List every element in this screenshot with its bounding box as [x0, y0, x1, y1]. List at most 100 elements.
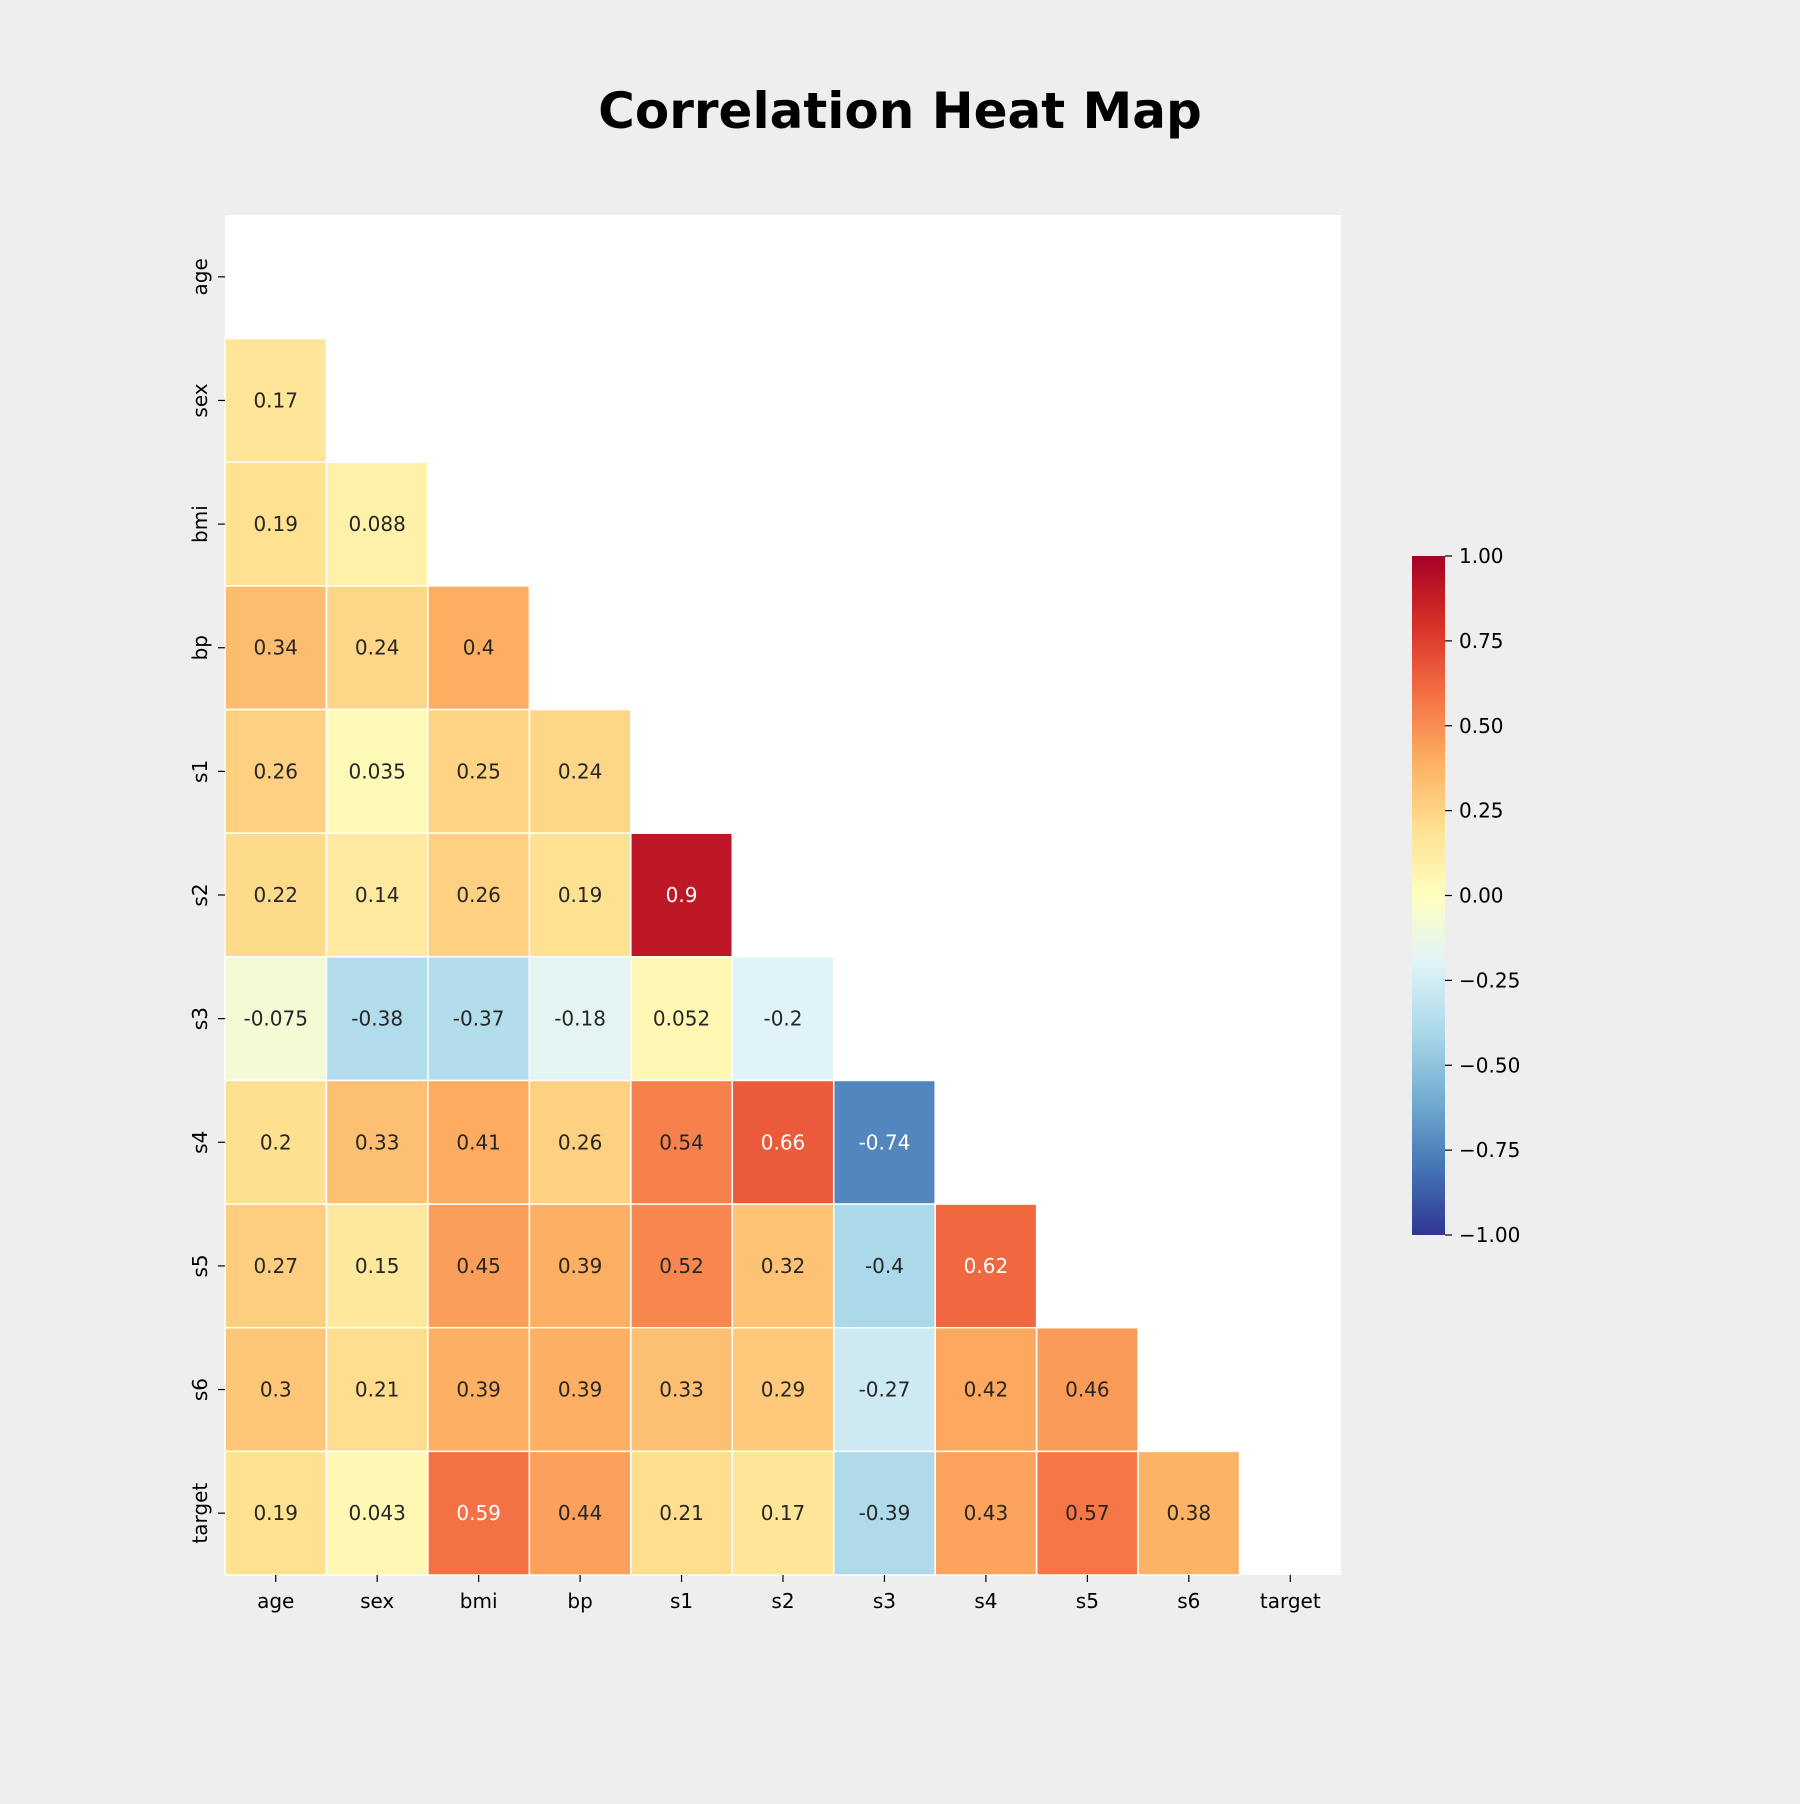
cell-value-label: 0.27: [253, 1254, 298, 1278]
cell-value-label: 0.39: [558, 1378, 603, 1402]
heatmap-cell: [427, 1326, 531, 1453]
heatmap-cell: [325, 832, 429, 958]
cell-value-label: 0.43: [964, 1501, 1009, 1525]
colorbar: 1.00 0.75 0.50 0.25 0.00 −0.25 −0.50 −0.75 −1.00: [1412, 544, 1520, 1247]
cell-value-label: 0.62: [964, 1254, 1009, 1278]
x-tick-label: age: [257, 1589, 294, 1613]
heatmap-cell: [224, 1079, 328, 1205]
cell-value-label: 0.34: [253, 636, 298, 660]
cell-value-label: 0.38: [1167, 1501, 1212, 1525]
cell-value-label: 0.14: [355, 883, 400, 907]
cell-value-label: 0.4: [463, 636, 495, 660]
cell-value-label: 0.45: [456, 1254, 501, 1278]
cell-value-label: 0.22: [253, 883, 298, 907]
heatmap-cell: [427, 585, 531, 711]
heatmap-cell: [427, 1450, 531, 1576]
heatmap-cell: [630, 832, 734, 958]
cell-value-label: -0.37: [453, 1007, 505, 1031]
cell-value-label: -0.18: [554, 1007, 606, 1031]
x-tick-label: target: [1260, 1589, 1321, 1613]
heatmap-cell: [427, 956, 531, 1082]
cell-value-label: 0.3: [260, 1378, 292, 1402]
colorbar-tick-label: 0.75: [1459, 629, 1504, 653]
heatmap-cell: [224, 1326, 328, 1453]
cell-value-label: 0.17: [761, 1501, 806, 1525]
y-tick-label: s4: [188, 1131, 212, 1154]
cell-value-label: 0.41: [456, 1130, 501, 1154]
y-tick-label: s2: [188, 883, 212, 906]
x-tick-label: bp: [567, 1589, 592, 1613]
cell-value-label: 0.25: [456, 759, 501, 783]
cell-value-label: 0.26: [253, 759, 298, 783]
x-tick-label: s2: [771, 1589, 794, 1613]
heatmap-cell: [427, 1079, 531, 1205]
cell-value-label: -0.2: [763, 1007, 802, 1031]
cell-value-label: 0.9: [666, 883, 698, 907]
heatmap-cell: [427, 708, 531, 834]
heatmap-cell: [528, 1203, 632, 1329]
cell-value-label: -0.74: [859, 1130, 911, 1154]
cell-value-label: 0.66: [761, 1130, 806, 1154]
cell-value-label: 0.33: [355, 1130, 400, 1154]
y-axis: age sex bmi bp s1 s2 s3 s4 s5 s6 target: [188, 258, 225, 1544]
cell-value-label: 0.035: [349, 759, 406, 783]
cell-value-label: 0.19: [558, 883, 603, 907]
y-tick-label: bmi: [188, 505, 212, 543]
cell-value-label: 0.19: [253, 512, 298, 536]
heatmap-cell: [630, 1203, 734, 1329]
heatmap-cell: [224, 1203, 328, 1329]
heatmap-cell: [528, 832, 632, 958]
heatmap-cell: [224, 585, 328, 711]
y-tick-label: age: [188, 258, 212, 295]
y-tick-label: target: [188, 1483, 212, 1544]
heatmap-cell: [832, 1450, 936, 1576]
cell-value-label: 0.24: [558, 759, 603, 783]
cell-value-label: 0.57: [1065, 1501, 1110, 1525]
cell-value-label: 0.52: [659, 1254, 704, 1278]
y-tick-label: s5: [188, 1254, 212, 1277]
cell-value-label: 0.39: [558, 1254, 603, 1278]
heatmap-cell: [731, 1450, 835, 1576]
cell-value-label: 0.26: [456, 883, 501, 907]
colorbar-tick-label: 0.50: [1459, 714, 1504, 738]
x-tick-label: s6: [1177, 1589, 1200, 1613]
cell-value-label: 0.21: [355, 1378, 400, 1402]
heatmap-cell: [731, 1079, 835, 1205]
cell-value-label: -0.39: [859, 1501, 911, 1525]
cell-value-label: 0.21: [659, 1501, 704, 1525]
heatmap-cell: [934, 1203, 1038, 1329]
heatmap-cell: [630, 1326, 734, 1453]
heatmap-cell: [630, 956, 734, 1082]
heatmap-cell: [1035, 1326, 1139, 1453]
cell-value-label: 0.39: [456, 1378, 501, 1402]
y-tick-label: s1: [188, 760, 212, 783]
colorbar-tick-label: 0.00: [1459, 884, 1504, 908]
heatmap-cell: [224, 956, 328, 1082]
heatmap-cell: [224, 337, 328, 464]
heatmap-cell: [934, 1450, 1038, 1576]
cell-value-label: 0.17: [253, 388, 298, 412]
heatmap-cells: 0.17 0.19 0.088 0.34 0.24 0.4 0.26 0.035 0.25 0.2…: [224, 337, 1241, 1576]
colorbar-tick-label: −1.00: [1459, 1223, 1520, 1247]
heatmap-cell: [832, 1203, 936, 1329]
cell-value-label: 0.26: [558, 1130, 603, 1154]
y-tick-label: s3: [188, 1007, 212, 1030]
cell-value-label: 0.2: [260, 1130, 292, 1154]
cell-value-label: 0.088: [349, 512, 406, 536]
x-tick-label: bmi: [460, 1589, 498, 1613]
colorbar-gradient: [1412, 556, 1445, 1235]
heatmap-cell: [325, 1203, 429, 1329]
cell-value-label: -0.38: [351, 1007, 403, 1031]
cell-value-label: 0.32: [761, 1254, 806, 1278]
heatmap-cell: [325, 708, 429, 834]
colorbar-tick-label: −0.50: [1459, 1053, 1520, 1077]
heatmap-cell: [224, 1450, 328, 1576]
cell-value-label: -0.27: [859, 1378, 911, 1402]
heatmap-cell: [528, 1079, 632, 1205]
cell-value-label: 0.29: [761, 1378, 806, 1402]
heatmap-cell: [731, 1326, 835, 1453]
cell-value-label: 0.46: [1065, 1378, 1110, 1402]
x-tick-label: sex: [360, 1589, 394, 1613]
